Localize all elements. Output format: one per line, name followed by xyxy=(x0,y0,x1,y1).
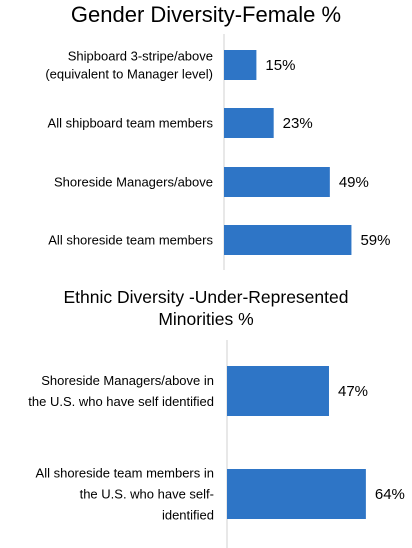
gender-category-label: All shoreside team members xyxy=(48,233,213,248)
gender-category-label: All shipboard team members xyxy=(48,116,214,131)
ethnic-category-label: All shoreside team members in the U.S. wh… xyxy=(36,466,214,523)
chart-title-ethnic: Ethnic Diversity -Under-Represented Mino… xyxy=(0,286,412,330)
gender-data-label: 23% xyxy=(283,115,313,132)
gender-data-label: 49% xyxy=(339,174,369,191)
gender-bar xyxy=(224,108,274,138)
gender-bar xyxy=(224,225,352,255)
gender-category-label-line: All shipboard team members xyxy=(48,116,214,131)
ethnic-category-label-line: All shoreside team members in xyxy=(36,466,214,481)
gender-bar xyxy=(224,167,330,197)
gender-category-label: Shipboard 3-stripe/above (equivalent to M… xyxy=(45,49,213,82)
gender-category-label: Shoreside Managers/above xyxy=(54,175,213,190)
gender-category-label-line: Shoreside Managers/above xyxy=(54,175,213,190)
chart-title-ethnic-line-1: Ethnic Diversity -Under-Represented xyxy=(63,287,349,307)
ethnic-category-label-line: the U.S. who have self- xyxy=(80,487,214,502)
ethnic-data-label: 47% xyxy=(338,383,368,400)
ethnic-category-label-line: Shoreside Managers/above in xyxy=(41,373,214,388)
gender-bar xyxy=(224,50,257,80)
chart-title-ethnic-line-2: Minorities % xyxy=(158,309,254,329)
gender-category-label-line: Shipboard 3-stripe/above xyxy=(68,49,213,64)
ethnic-bar xyxy=(227,366,329,416)
ethnic-data-label: 64% xyxy=(375,486,405,503)
gender-category-label-line: (equivalent to Manager level) xyxy=(45,67,213,82)
gender-data-label: 15% xyxy=(265,57,295,74)
ethnic-category-label-line: the U.S. who have self identified xyxy=(28,394,214,409)
ethnic-bar xyxy=(227,469,366,519)
ethnic-category-label-line: identified xyxy=(162,508,214,523)
ethnic-category-label: Shoreside Managers/above in the U.S. who … xyxy=(28,373,214,409)
chart-title-gender: Gender Diversity-Female % xyxy=(70,2,342,27)
gender-data-label: 59% xyxy=(360,232,390,249)
gender-category-label-line: All shoreside team members xyxy=(48,233,213,248)
